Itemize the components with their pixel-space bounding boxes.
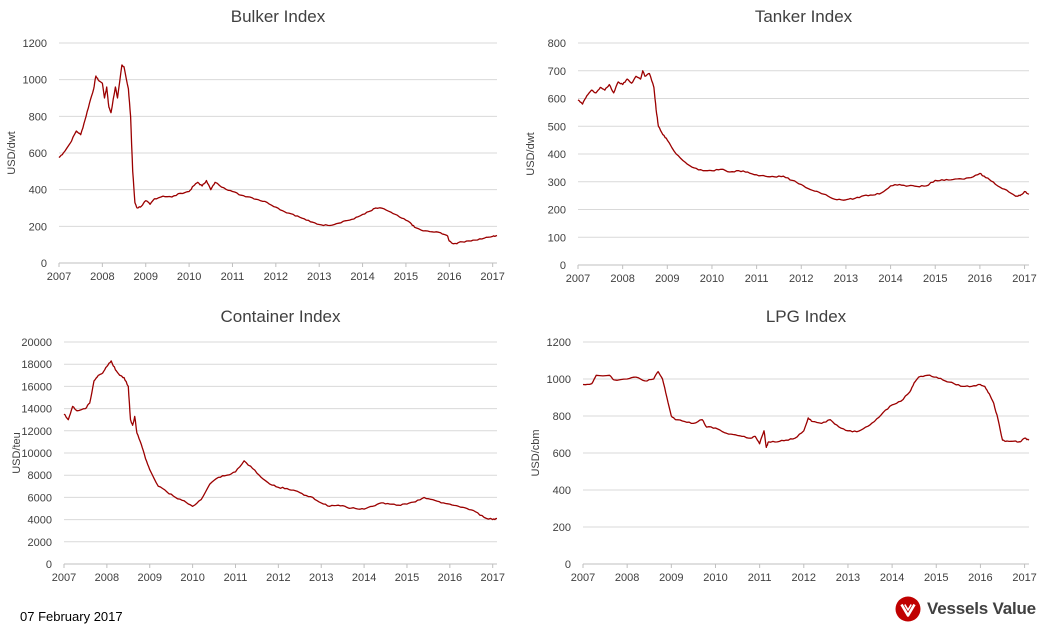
chart-0-xtick-label: 2007 <box>47 271 71 283</box>
vesselsvalue-logo-icon <box>895 596 921 622</box>
chart-1-xtick-label: 2017 <box>1012 273 1036 285</box>
chart-1-ytick-label: 800 <box>548 38 566 50</box>
chart-0-xtick-label: 2016 <box>437 271 461 283</box>
chart-0-xtick-label: 2010 <box>177 271 201 283</box>
chart-2-xtick-label: 2016 <box>438 572 462 584</box>
chart-3-title: LPG Index <box>766 307 847 326</box>
chart-2-ytick-label: 10000 <box>21 448 52 460</box>
chart-2-ytick-label: 4000 <box>28 515 52 527</box>
chart-3-xtick-label: 2012 <box>792 572 816 584</box>
chart-2-xtick-label: 2007 <box>52 572 76 584</box>
chart-1-ytick-label: 200 <box>548 205 566 217</box>
chart-3-xtick-label: 2014 <box>880 572 904 584</box>
chart-2-ytick-label: 14000 <box>21 404 52 416</box>
chart-1-xtick-label: 2009 <box>655 273 679 285</box>
chart-2-ytick-label: 20000 <box>21 337 52 349</box>
chart-0-xtick-label: 2012 <box>264 271 288 283</box>
chart-0-ytick-label: 600 <box>29 148 47 160</box>
chart-2-ytick-label: 0 <box>46 559 52 571</box>
chart-3-ytick-label: 600 <box>553 448 571 460</box>
chart-1-xtick-label: 2008 <box>610 273 634 285</box>
chart-1-ytick-label: 600 <box>548 94 566 106</box>
chart-0-ytick-label: 400 <box>29 185 47 197</box>
chart-0-xtick-label: 2008 <box>90 271 114 283</box>
chart-2-ylabel: USD/teu <box>11 432 23 474</box>
chart-1-xtick-label: 2012 <box>789 273 813 285</box>
chart-1-ytick-label: 100 <box>548 232 566 244</box>
chart-1-ytick-label: 300 <box>548 177 566 189</box>
chart-3-ytick-label: 1200 <box>547 337 571 349</box>
chart-0-xtick-label: 2013 <box>307 271 331 283</box>
chart-3-xtick-label: 2017 <box>1012 572 1036 584</box>
chart-0-xtick-label: 2011 <box>221 271 245 283</box>
chart-2-xtick-label: 2015 <box>395 572 419 584</box>
chart-2-title: Container Index <box>220 307 341 326</box>
chart-2-ytick-label: 8000 <box>28 470 52 482</box>
chart-2-xtick-label: 2013 <box>309 572 333 584</box>
chart-3-xtick-label: 2009 <box>659 572 683 584</box>
chart-1-series-line <box>577 70 1030 201</box>
chart-3-xtick-label: 2015 <box>924 572 948 584</box>
chart-2-series-line <box>63 360 497 521</box>
chart-0-ytick-label: 200 <box>29 221 47 233</box>
chart-2-xtick-label: 2008 <box>95 572 119 584</box>
chart-0-xtick-label: 2015 <box>394 271 418 283</box>
chart-0-ytick-label: 1000 <box>23 75 47 87</box>
chart-0-ytick-label: 0 <box>41 258 47 270</box>
chart-3-ytick-label: 200 <box>553 522 571 534</box>
chart-2-ytick-label: 2000 <box>28 537 52 549</box>
chart-1-xtick-label: 2011 <box>745 273 769 285</box>
chart-0-ylabel: USD/dwt <box>6 131 18 174</box>
chart-0-xtick-label: 2017 <box>480 271 504 283</box>
brand-name: Vessels Value <box>927 599 1036 618</box>
chart-3-ytick-label: 1000 <box>547 374 571 386</box>
chart-1-ytick-label: 500 <box>548 121 566 133</box>
chart-1-ytick-label: 700 <box>548 66 566 78</box>
chart-0-title: Bulker Index <box>231 7 326 26</box>
chart-3-xtick-label: 2016 <box>968 572 992 584</box>
chart-1-xtick-label: 2010 <box>700 273 724 285</box>
report-date: 07 February 2017 <box>20 609 123 624</box>
chart-2-xtick-label: 2010 <box>180 572 204 584</box>
chart-1-ylabel: USD/dwt <box>525 132 537 175</box>
chart-3-ytick-label: 400 <box>553 485 571 497</box>
chart-3-xtick-label: 2007 <box>571 572 595 584</box>
chart-2-xtick-label: 2014 <box>352 572 376 584</box>
chart-2-xtick-label: 2009 <box>138 572 162 584</box>
chart-3-xtick-label: 2011 <box>748 572 772 584</box>
chart-2-ytick-label: 12000 <box>21 426 52 438</box>
brand-logo: Vessels Value <box>895 596 1036 622</box>
chart-2-xtick-label: 2011 <box>224 572 248 584</box>
chart-1-xtick-label: 2013 <box>834 273 858 285</box>
chart-1-xtick-label: 2016 <box>968 273 992 285</box>
chart-0-ytick-label: 800 <box>29 111 47 123</box>
chart-3-xtick-label: 2013 <box>836 572 860 584</box>
chart-3-xtick-label: 2010 <box>703 572 727 584</box>
chart-1-xtick-label: 2007 <box>566 273 590 285</box>
chart-0-series-line <box>58 64 498 245</box>
chart-3-series-line <box>582 370 1030 449</box>
chart-2-xtick-label: 2012 <box>266 572 290 584</box>
chart-1-xtick-label: 2014 <box>878 273 902 285</box>
chart-1-xtick-label: 2015 <box>923 273 947 285</box>
chart-3-xtick-label: 2008 <box>615 572 639 584</box>
chart-2-ytick-label: 18000 <box>21 359 52 371</box>
chart-1-title: Tanker Index <box>755 7 853 26</box>
chart-0-ytick-label: 1200 <box>23 38 47 50</box>
chart-2-ytick-label: 16000 <box>21 381 52 393</box>
chart-1-ytick-label: 0 <box>560 260 566 272</box>
chart-0-xtick-label: 2014 <box>350 271 374 283</box>
chart-3-ytick-label: 0 <box>565 559 571 571</box>
chart-3-ylabel: USD/cbm <box>530 429 542 476</box>
chart-1-ytick-label: 400 <box>548 149 566 161</box>
chart-3-ytick-label: 800 <box>553 411 571 423</box>
chart-2-ytick-label: 6000 <box>28 492 52 504</box>
chart-2-xtick-label: 2017 <box>480 572 504 584</box>
chart-0-xtick-label: 2009 <box>133 271 157 283</box>
